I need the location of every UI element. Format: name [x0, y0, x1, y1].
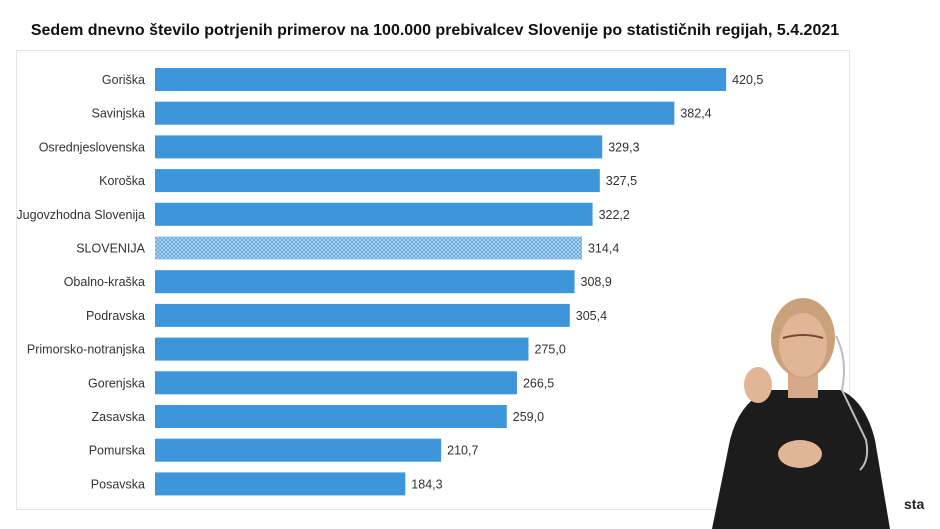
- bar: [155, 169, 600, 193]
- category-label: Goriška: [102, 73, 145, 87]
- category-label: Osrednjeslovenska: [39, 140, 145, 154]
- value-label: 210,7: [447, 444, 478, 458]
- category-label: Posavska: [91, 477, 145, 491]
- category-label: Savinjska: [92, 107, 146, 121]
- value-label: 275,0: [534, 343, 565, 357]
- value-label: 259,0: [513, 410, 544, 424]
- value-label: 420,5: [732, 73, 763, 87]
- chart-title: Sedem dnevno število potrjenih primerov …: [30, 22, 840, 39]
- value-label: 266,5: [523, 376, 554, 390]
- bar: [155, 472, 406, 496]
- bar: [155, 68, 727, 91]
- bar: [155, 101, 675, 125]
- value-label: 305,4: [576, 309, 607, 323]
- value-label: 308,9: [581, 275, 612, 289]
- bar-highlight: [155, 236, 582, 260]
- bar: [155, 337, 529, 361]
- bar: [155, 303, 570, 327]
- bar: [155, 270, 575, 294]
- category-label: Zasavska: [92, 410, 146, 424]
- bars-group: Goriška 420,5 Savinjska 382,4 Osrednjesloven…: [17, 68, 763, 496]
- bar: [155, 405, 507, 428]
- category-label: Primorsko-notranjska: [27, 343, 145, 357]
- bar-chart: Goriška 420,5 Savinjska 382,4 Osrednjesloven…: [17, 68, 763, 496]
- bar: [155, 135, 603, 159]
- sign-language-interpreter-image: [712, 298, 890, 529]
- category-label: Pomurska: [89, 444, 145, 458]
- category-label: Podravska: [86, 309, 145, 323]
- category-label: Gorenjska: [88, 376, 145, 390]
- bar: [155, 202, 593, 226]
- value-label: 322,2: [599, 208, 630, 222]
- sta-logo: sta: [904, 496, 925, 512]
- category-label: Obalno-kraška: [64, 275, 145, 289]
- bar: [155, 371, 517, 395]
- value-label: 327,5: [606, 174, 637, 188]
- category-label: Koroška: [99, 174, 145, 188]
- value-label: 382,4: [680, 107, 711, 121]
- category-label: Jugovzhodna Slovenija: [17, 208, 145, 222]
- category-label: SLOVENIJA: [76, 242, 145, 256]
- value-label: 184,3: [411, 477, 442, 491]
- value-label: 314,4: [588, 242, 619, 256]
- bar: [155, 438, 442, 462]
- plot-area: Goriška 420,5 Savinjska 382,4 Osrednjesloven…: [16, 50, 850, 510]
- value-label: 329,3: [608, 140, 639, 154]
